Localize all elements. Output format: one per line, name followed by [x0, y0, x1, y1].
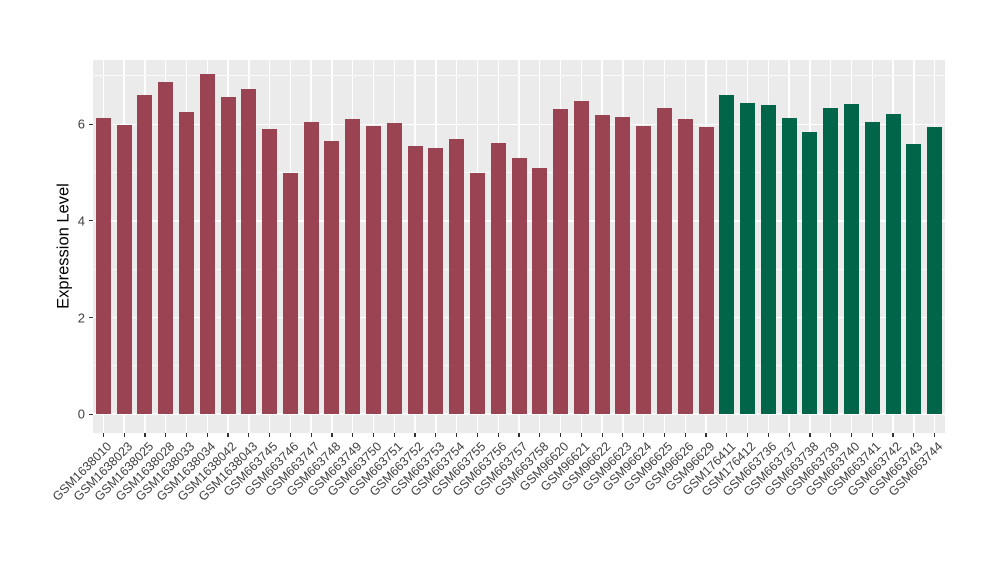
x-tick-GSM96626 — [684, 433, 686, 437]
y-tick-0 — [89, 413, 93, 415]
x-tick-GSM663741 — [871, 433, 873, 437]
x-tick-GSM663754 — [456, 433, 458, 437]
bar-GSM1638034 — [199, 74, 215, 415]
bar-GSM96624 — [636, 125, 652, 415]
x-tick-GSM663747 — [310, 433, 312, 437]
bar-GSM663737 — [781, 118, 797, 415]
bar-GSM1638042 — [220, 96, 236, 415]
bar-GSM663742 — [885, 113, 901, 415]
y-tick-label-6: 6 — [77, 116, 85, 132]
bar-GSM663750 — [366, 125, 382, 415]
x-tick-GSM663746 — [289, 433, 291, 437]
x-tick-GSM663753 — [435, 433, 437, 437]
bar-GSM96625 — [656, 108, 672, 415]
bar-GSM96621 — [573, 101, 589, 415]
x-tick-GSM663758 — [539, 433, 541, 437]
x-tick-GSM663744 — [934, 433, 936, 437]
bar-GSM663751 — [386, 123, 402, 415]
y-tick-2 — [89, 316, 93, 319]
bar-GSM663752 — [407, 146, 423, 415]
x-tick-GSM96629 — [705, 433, 707, 437]
bar-GSM663753 — [428, 147, 444, 415]
x-tick-GSM1638025 — [144, 433, 146, 437]
x-tick-GSM663737 — [788, 433, 790, 437]
bar-GSM663755 — [469, 172, 485, 415]
x-tick-GSM96623 — [622, 433, 624, 437]
x-tick-GSM663745 — [269, 433, 271, 437]
bar-GSM1638043 — [241, 88, 257, 415]
x-tick-GSM663742 — [892, 433, 894, 437]
bar-GSM663748 — [324, 141, 340, 415]
x-tick-GSM663749 — [352, 433, 354, 437]
x-tick-GSM176412 — [746, 433, 749, 437]
bar-GSM663754 — [449, 138, 465, 415]
bar-GSM663758 — [532, 167, 548, 415]
x-tick-GSM1638033 — [185, 433, 188, 437]
x-tick-GSM1638023 — [123, 433, 125, 437]
bar-GSM663739 — [823, 108, 839, 415]
bar-GSM176412 — [740, 103, 756, 415]
x-tick-GSM96621 — [580, 433, 582, 437]
bar-GSM1638023 — [116, 125, 132, 415]
x-tick-GSM663756 — [497, 433, 499, 437]
bar-GSM96623 — [615, 117, 631, 415]
x-tick-GSM96625 — [663, 433, 666, 437]
y-tick-label-0: 0 — [77, 406, 85, 422]
bar-GSM96626 — [677, 118, 693, 415]
x-tick-GSM663750 — [372, 433, 375, 437]
x-tick-GSM663738 — [809, 433, 811, 437]
x-tick-GSM176411 — [726, 433, 728, 437]
bar-GSM1638025 — [137, 94, 153, 415]
y-tick-label-4: 4 — [77, 213, 85, 229]
bar-GSM663749 — [345, 119, 361, 415]
bar-GSM663744 — [927, 127, 943, 415]
x-tick-GSM663755 — [476, 433, 479, 437]
plot-panel — [93, 60, 945, 433]
x-tick-GSM663743 — [913, 433, 915, 437]
x-tick-GSM1638042 — [227, 433, 229, 437]
x-tick-GSM96624 — [643, 433, 645, 437]
x-tick-GSM663757 — [518, 433, 520, 437]
bar-GSM96620 — [553, 109, 569, 415]
bar-GSM663736 — [760, 105, 776, 415]
y-tick-label-2: 2 — [77, 310, 85, 326]
y-tick-4 — [89, 220, 93, 222]
bar-GSM663746 — [282, 172, 298, 415]
y-tick-6 — [89, 123, 93, 125]
x-tick-GSM663748 — [331, 433, 333, 437]
y-axis-title: Expression Level — [54, 183, 73, 309]
bar-GSM1638028 — [158, 82, 174, 415]
bar-GSM1638010 — [95, 118, 111, 415]
x-tick-GSM1638043 — [248, 433, 250, 437]
bar-GSM1638033 — [179, 111, 194, 415]
bar-GSM663756 — [490, 142, 506, 415]
x-tick-GSM96622 — [601, 433, 603, 437]
x-tick-GSM663740 — [850, 433, 853, 437]
bar-GSM96629 — [698, 126, 714, 415]
x-tick-GSM663752 — [414, 433, 416, 437]
x-tick-GSM663739 — [830, 433, 832, 437]
x-tick-GSM96620 — [559, 433, 562, 437]
bar-GSM176411 — [719, 94, 735, 415]
bar-GSM96622 — [594, 115, 610, 415]
bar-GSM663740 — [843, 104, 859, 415]
x-tick-GSM663751 — [393, 433, 395, 437]
x-tick-GSM1638034 — [206, 433, 208, 437]
bar-GSM663743 — [906, 144, 922, 415]
x-tick-GSM1638010 — [102, 433, 104, 437]
bar-GSM663757 — [511, 158, 527, 415]
x-tick-GSM663736 — [767, 433, 769, 437]
bar-GSM663741 — [864, 121, 880, 415]
bar-GSM663745 — [262, 129, 278, 415]
bar-GSM663738 — [802, 131, 818, 415]
bar-GSM663747 — [303, 121, 319, 415]
x-tick-GSM1638028 — [165, 433, 167, 437]
